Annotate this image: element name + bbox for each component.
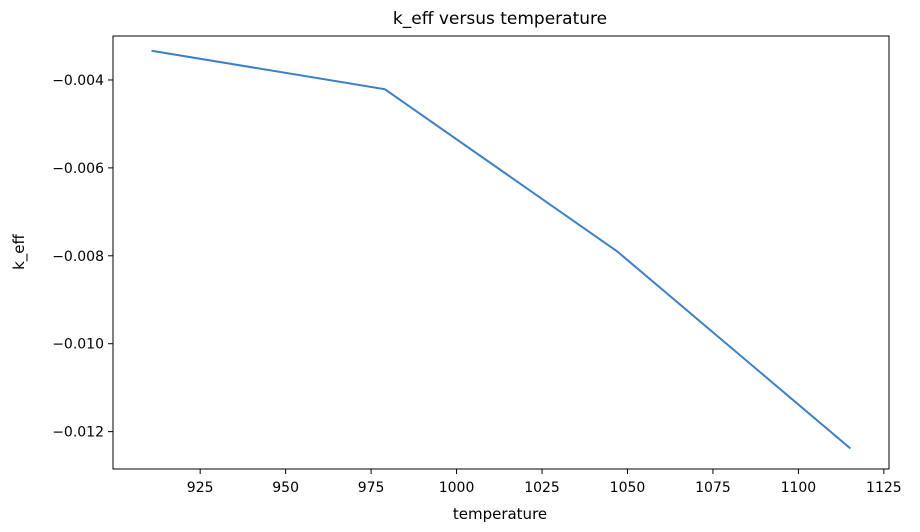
series-line	[151, 49, 851, 449]
chart-title: k_eff versus temperature	[393, 9, 607, 29]
x-tick-label: 975	[358, 480, 385, 496]
x-tick-label: 1075	[695, 480, 731, 496]
x-axis-label: temperature	[453, 505, 547, 523]
y-tick-label: −0.008	[52, 249, 104, 265]
x-tick-label: 925	[187, 480, 214, 496]
x-tick-label: 1125	[866, 480, 902, 496]
y-axis: −0.004 −0.006 −0.008 −0.010 −0.012	[52, 73, 113, 441]
series-layer	[151, 49, 851, 449]
x-tick-label: 1100	[781, 480, 817, 496]
x-tick-label: 1025	[524, 480, 560, 496]
x-axis: 925 950 975 1000 1025 1050 1075 1100 1125	[187, 469, 902, 496]
y-tick-label: −0.004	[52, 73, 104, 89]
x-tick-label: 1000	[439, 480, 475, 496]
plot-frame	[112, 35, 890, 470]
x-tick-label: 1050	[610, 480, 646, 496]
x-tick-label: 950	[272, 480, 299, 496]
y-tick-label: −0.012	[52, 425, 104, 441]
y-tick-label: −0.010	[52, 337, 104, 353]
y-axis-label: k_eff	[10, 233, 29, 269]
y-tick-label: −0.006	[52, 161, 104, 177]
